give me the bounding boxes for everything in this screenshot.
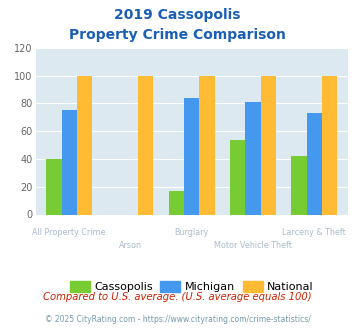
Bar (61, 110, 77, 214)
Text: All Property Crime: All Property Crime (32, 228, 106, 237)
Text: Arson: Arson (119, 241, 142, 250)
Text: 2019 Cassopolis: 2019 Cassopolis (114, 8, 241, 22)
Text: © 2025 CityRating.com - https://www.cityrating.com/crime-statistics/: © 2025 CityRating.com - https://www.city… (45, 315, 310, 324)
Bar (261, 76, 276, 214)
Text: Motor Vehicle Theft: Motor Vehicle Theft (214, 241, 292, 250)
Bar (245, 102, 261, 214)
Bar (200, 76, 215, 214)
Bar (230, 140, 245, 214)
Bar (46, 159, 61, 214)
Text: Compared to U.S. average. (U.S. average equals 100): Compared to U.S. average. (U.S. average … (43, 292, 312, 302)
Text: Property Crime Comparison: Property Crime Comparison (69, 28, 286, 42)
Bar (322, 76, 337, 214)
Bar (138, 76, 153, 214)
Bar (169, 191, 184, 214)
Bar (291, 156, 307, 215)
Bar (184, 98, 200, 214)
Text: Burglary: Burglary (175, 228, 209, 237)
Bar (307, 113, 322, 214)
Bar (77, 76, 92, 214)
Text: Larceny & Theft: Larceny & Theft (282, 228, 346, 237)
Legend: Cassopolis, Michigan, National: Cassopolis, Michigan, National (65, 277, 318, 297)
